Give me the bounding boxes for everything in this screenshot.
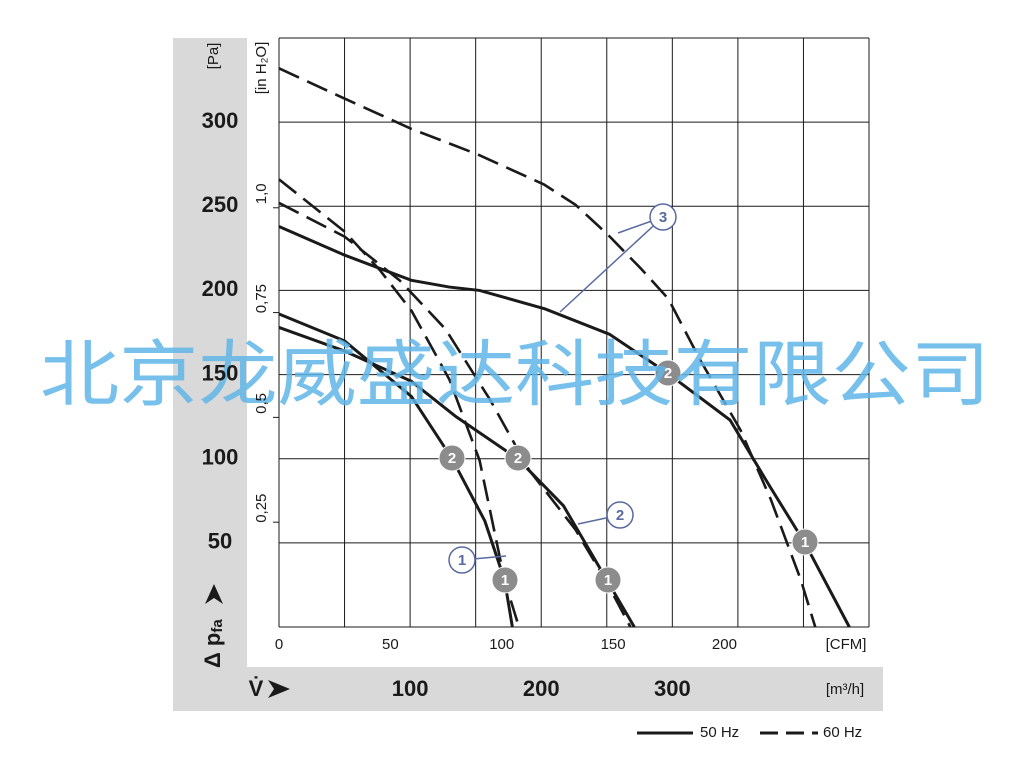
annotation-circle [438, 444, 466, 472]
y-tick-label: 300 [202, 108, 239, 133]
y-label-main: Δ p [200, 633, 225, 668]
annotation-label: 1 [458, 552, 466, 569]
annotation-circle [491, 566, 519, 594]
x-unit: [m³/h] [826, 681, 864, 698]
x-axis-band [247, 667, 883, 711]
y-tick-label: 50 [208, 529, 232, 554]
x2-unit: [CFM] [826, 636, 867, 653]
annotation-label: 2 [664, 365, 672, 382]
y-unit: [Pa] [205, 43, 222, 70]
annotation-circle [448, 546, 476, 574]
annotation-circle [649, 203, 677, 231]
curve [278, 67, 817, 628]
annotation-label: 2 [514, 450, 522, 467]
x-tick-label: 100 [392, 676, 429, 701]
legend-label: 60 Hz [823, 724, 862, 741]
annotation-leader [559, 216, 664, 313]
annotation-circle [654, 359, 682, 387]
annotation-circle [594, 566, 622, 594]
y-tick-label: 200 [202, 276, 239, 301]
y2-tick-label: 0,5 [253, 393, 270, 414]
x-arrow [268, 680, 290, 698]
y-label: Δ pfa [200, 619, 226, 668]
y2-tick-label: 1,0 [253, 183, 270, 204]
annotation-label: 3 [659, 209, 667, 226]
annotation-label: 1 [501, 572, 509, 589]
grid [278, 37, 870, 628]
curve [278, 201, 632, 628]
annotation-label: 1 [604, 572, 612, 589]
annotation-circle [791, 528, 819, 556]
y-tick-label: 250 [202, 192, 239, 217]
annotation-circle [606, 501, 634, 529]
watermark: 北京龙威盛达科技有限公司 [40, 333, 990, 417]
x-tick-label: 300 [654, 676, 691, 701]
y2-tick-label: 0,75 [253, 284, 270, 313]
annotations: 2 2 2 1 1 1 3 2 1 [438, 203, 819, 594]
x-label: V̇ [249, 676, 264, 701]
x2-tick-label: 0 [275, 636, 283, 653]
x2-tick-label: 200 [712, 636, 737, 653]
y-tick-label: 100 [202, 445, 239, 470]
x2-tick-label: 50 [382, 636, 399, 653]
annotation-label: 2 [616, 507, 624, 524]
y-tick-label: 150 [202, 360, 239, 385]
x2-tick-label: 100 [489, 636, 514, 653]
y-label-sub: fa [209, 619, 226, 633]
annotation-label: 2 [448, 450, 456, 467]
curve [278, 326, 636, 628]
legend-label: 50 Hz [700, 724, 739, 741]
curve [278, 225, 851, 628]
y2-unit: [in H₂O] [253, 42, 270, 95]
annotation-circle [504, 444, 532, 472]
curve [278, 178, 521, 628]
y-arrow [205, 584, 223, 604]
y2-tick-label: 0,25 [253, 494, 270, 523]
x-tick-label: 200 [523, 676, 560, 701]
x2-tick-label: 150 [601, 636, 626, 653]
annotation-label: 1 [801, 534, 809, 551]
